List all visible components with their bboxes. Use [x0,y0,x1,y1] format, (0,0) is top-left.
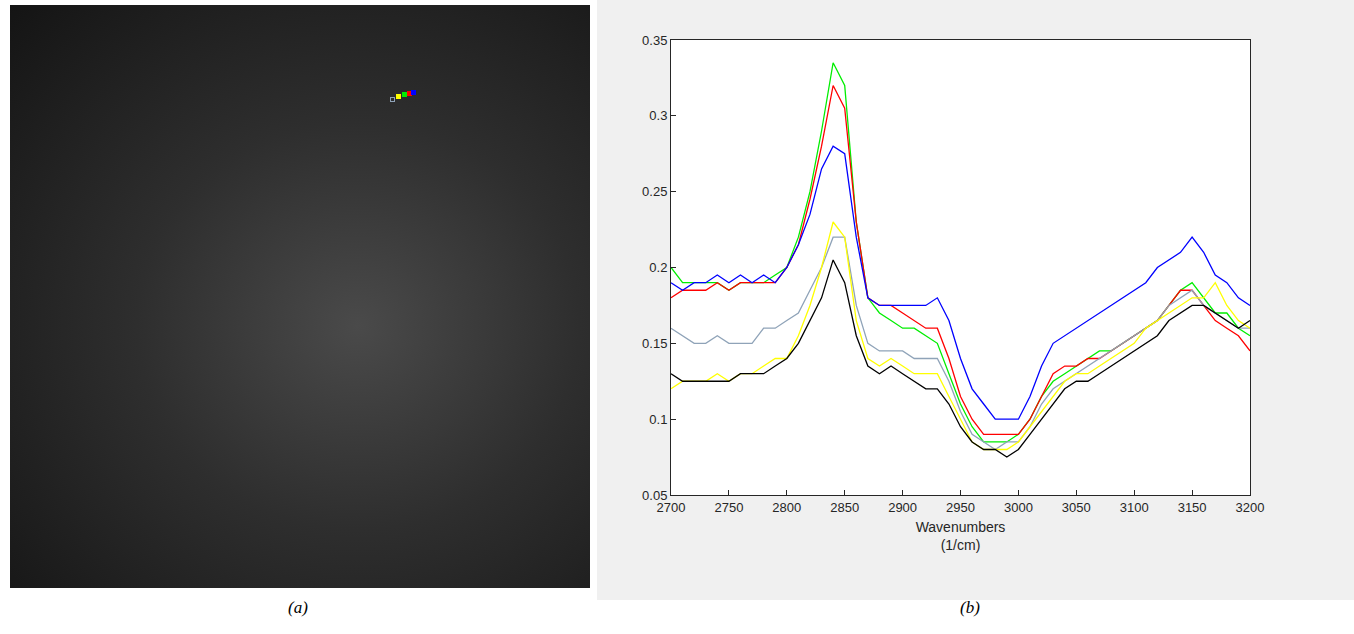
svg-text:0.1: 0.1 [649,412,667,427]
svg-text:0.35: 0.35 [642,33,667,48]
html-text:(a): (a) [288,598,308,617]
html-text:(b): (b) [960,598,980,617]
svg-text:3150: 3150 [1178,500,1207,515]
svg-text:2900: 2900 [888,500,917,515]
svg-text:3000: 3000 [1004,500,1033,515]
svg-text:3200: 3200 [1236,500,1265,515]
svg-text:Wavenumbers(1/cm): Wavenumbers(1/cm) [916,519,1006,553]
svg-text:0.2: 0.2 [649,260,667,275]
svg-text:2750: 2750 [714,500,743,515]
svg-text:3050: 3050 [1062,500,1091,515]
svg-text:0.05: 0.05 [642,488,667,503]
svg-text:0.25: 0.25 [642,184,667,199]
svg-text:2850: 2850 [830,500,859,515]
svg-text:2800: 2800 [772,500,801,515]
svg-text:2700: 2700 [657,500,686,515]
svg-text:3100: 3100 [1120,500,1149,515]
svg-text:2950: 2950 [946,500,975,515]
svg-text:0.3: 0.3 [649,108,667,123]
svg-text:0.15: 0.15 [642,336,667,351]
